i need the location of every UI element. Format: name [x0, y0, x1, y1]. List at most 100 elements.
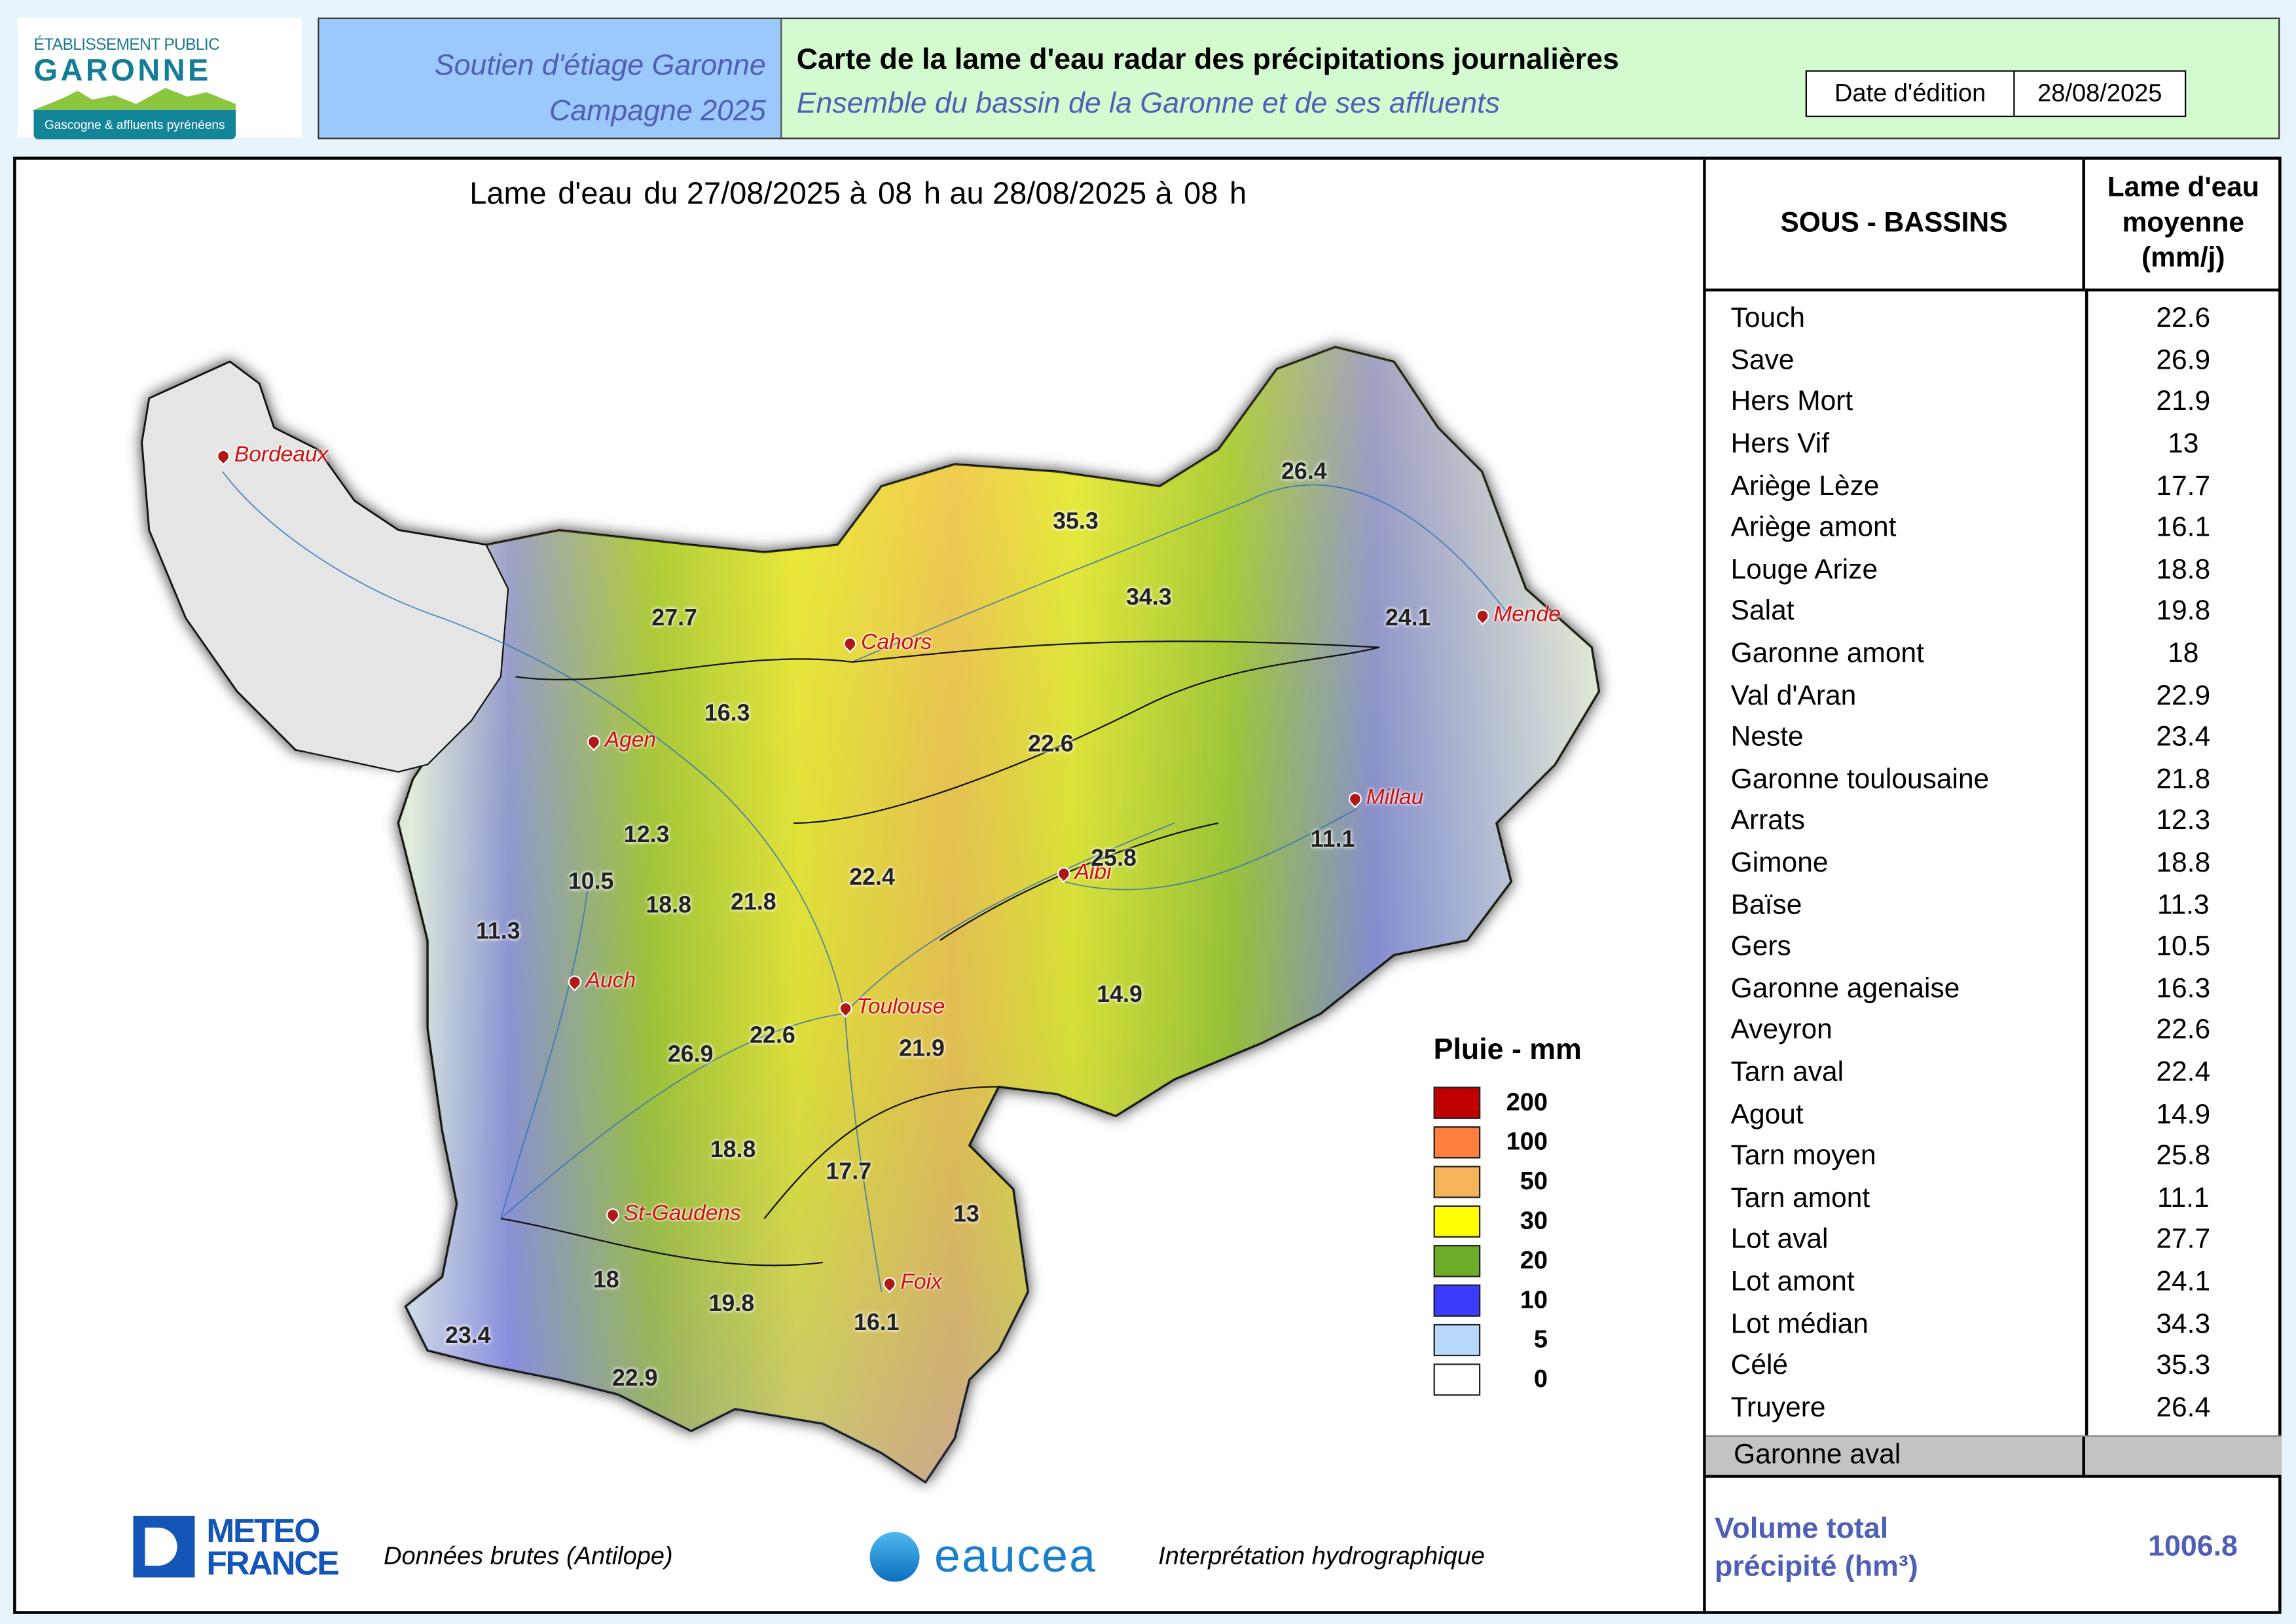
row-value: 18.8 — [2156, 848, 2211, 879]
row-name: Tarn moyen — [1730, 1141, 1876, 1172]
row-name: Célé — [1730, 1350, 1789, 1382]
table-row: Garonne agenaise 16.3 — [1706, 969, 2282, 1011]
row-value: 18.8 — [2156, 555, 2211, 586]
city-label: Cahors — [861, 629, 932, 655]
value-label: 22.6 — [750, 1024, 795, 1049]
header-title: Carte de la lame d'eau radar des précipi… — [796, 44, 1619, 77]
table-row: Truyere 26.4 — [1706, 1388, 2282, 1430]
garonne-aval-area — [141, 361, 509, 773]
pin-icon — [603, 1204, 623, 1224]
table-row: Baïse 11.3 — [1706, 885, 2282, 927]
eaucea-text: eaucea — [934, 1529, 1097, 1582]
row-value: 17.7 — [2156, 471, 2211, 502]
table-row: Tarn aval 22.4 — [1706, 1053, 2282, 1095]
legend-item: 30 — [1433, 1201, 1582, 1240]
table-row: Garonne amont 18 — [1706, 634, 2282, 676]
row-value: 10.5 — [2156, 932, 2211, 963]
city-label: Albi — [1074, 859, 1112, 885]
city-marker: Bordeaux — [213, 442, 328, 467]
city-label: Mende — [1493, 602, 1561, 627]
table-row: Gers 10.5 — [1706, 927, 2282, 969]
row-name: Arrats — [1730, 806, 1806, 838]
row-name: Tarn aval — [1730, 1058, 1844, 1089]
campaign-line1: Soutien d'étiage Garonne — [434, 50, 766, 83]
row-name: Louge Arize — [1730, 555, 1878, 586]
meteo-line2: FRANCE — [206, 1543, 339, 1582]
logo-line2: GARONNE — [33, 54, 211, 88]
edition-date: Date d'édition 28/08/2025 — [1805, 70, 2187, 117]
value-label: 16.1 — [853, 1310, 900, 1336]
legend-label: 10 — [1520, 1285, 1548, 1314]
legend-label: 30 — [1520, 1206, 1548, 1234]
table-header: SOUS - BASSINS Lame d'eau moyenne (mm/j) — [1705, 159, 2282, 292]
meteo-note: Données brutes (Antilope) — [383, 1542, 673, 1570]
row-name: Gers — [1730, 932, 1791, 963]
legend-swatch — [1433, 1204, 1481, 1237]
row-value: 21.8 — [2156, 764, 2211, 796]
row-value: 34.3 — [2156, 1308, 2211, 1340]
row-name: Hers Vif — [1730, 429, 1830, 460]
map-title: Lame d'eau du 27/08/2025 à 08 h au 28/08/202… — [16, 177, 1700, 213]
value-label: 23.4 — [445, 1323, 491, 1349]
value-label: 24.1 — [1385, 606, 1431, 631]
col2-line3: (mm/j) — [2141, 243, 2225, 274]
legend-swatch — [1433, 1165, 1481, 1198]
row-value: 23.4 — [2156, 722, 2211, 754]
campaign-line2: Campagne 2025 — [549, 95, 766, 128]
main-panel: Lame d'eau du 27/08/2025 à 08 h au 28/08/202… — [13, 157, 2282, 1614]
legend-item: 5 — [1433, 1320, 1582, 1359]
value-label: 12.3 — [623, 822, 670, 848]
legend-swatch — [1433, 1244, 1481, 1277]
table-row: Neste 23.4 — [1706, 718, 2282, 760]
legend: Pluie - mm 200 100 50 30 20 10 5 0 — [1433, 1034, 1582, 1399]
col-subbasins: SOUS - BASSINS — [1706, 159, 2085, 289]
pin-icon — [1054, 863, 1074, 883]
header-campaign: Soutien d'étiage Garonne Campagne 2025 — [319, 19, 782, 138]
city-marker: Toulouse — [836, 994, 945, 1020]
row-value: 16.3 — [2156, 974, 2211, 1005]
row-value: 12.3 — [2156, 806, 2211, 838]
col2-line2: moyenne — [2122, 208, 2245, 239]
city-label: Millau — [1366, 784, 1424, 810]
value-label: 16.3 — [704, 701, 750, 727]
volume-value: 1006.8 — [2148, 1530, 2238, 1563]
col2-line1: Lame d'eau — [2107, 172, 2259, 204]
legend-item: 50 — [1433, 1162, 1582, 1201]
table-row: Aveyron 22.6 — [1706, 1011, 2282, 1053]
table-row: Val d'Aran 22.9 — [1706, 676, 2282, 718]
row-name: Agout — [1730, 1099, 1804, 1130]
legend-item: 0 — [1433, 1359, 1582, 1399]
city-marker: Foix — [880, 1270, 942, 1295]
city-marker: St-Gaudens — [603, 1201, 741, 1226]
value-label: 26.9 — [667, 1043, 714, 1068]
value-label: 26.4 — [1281, 460, 1327, 485]
city-marker: Albi — [1054, 859, 1112, 885]
row-name: Touch — [1730, 303, 1806, 335]
table-row: Garonne toulousaine 21.8 — [1706, 760, 2282, 802]
pin-icon — [1473, 606, 1492, 625]
value-label: 19.8 — [708, 1291, 755, 1317]
city-label: Toulouse — [856, 994, 945, 1020]
legend-label: 5 — [1533, 1325, 1548, 1353]
pin-icon — [584, 731, 604, 751]
row-name: Truyere — [1730, 1392, 1826, 1424]
city-marker: Mende — [1473, 602, 1561, 627]
garonne-logo: ÉTABLISSEMENT PUBLIC GARONNE Gascogne & … — [17, 17, 302, 139]
legend-item: 200 — [1433, 1082, 1582, 1122]
row-name: Gimone — [1730, 848, 1829, 879]
city-marker: Millau — [1345, 784, 1424, 810]
value-label: 18.8 — [710, 1137, 756, 1163]
value-label: 21.9 — [899, 1037, 945, 1062]
map-title-mid: au — [949, 177, 984, 212]
pin-icon — [836, 998, 855, 1018]
value-label: 18.8 — [646, 893, 691, 919]
header-subtitle: Ensemble du bassin de la Garonne et de s… — [796, 88, 1500, 120]
logo-line3: Gascogne & affluents pyrénéens — [33, 109, 236, 139]
row-value: 35.3 — [2156, 1350, 2211, 1382]
row-value: 26.4 — [2156, 1392, 2211, 1424]
row-name: Hers Mort — [1730, 387, 1853, 418]
legend-item: 20 — [1433, 1240, 1582, 1280]
meteo-france-logo: METEO FRANCE — [133, 1514, 340, 1582]
map-title-prefix: Lame d'eau du — [469, 177, 678, 212]
legend-item: 100 — [1433, 1122, 1582, 1161]
